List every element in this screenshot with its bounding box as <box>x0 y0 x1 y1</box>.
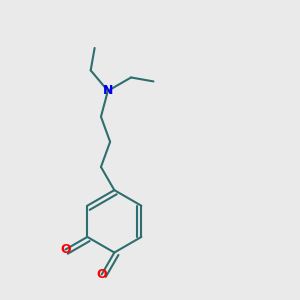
Text: O: O <box>96 268 107 281</box>
Text: N: N <box>103 84 113 97</box>
Text: O: O <box>60 243 71 256</box>
